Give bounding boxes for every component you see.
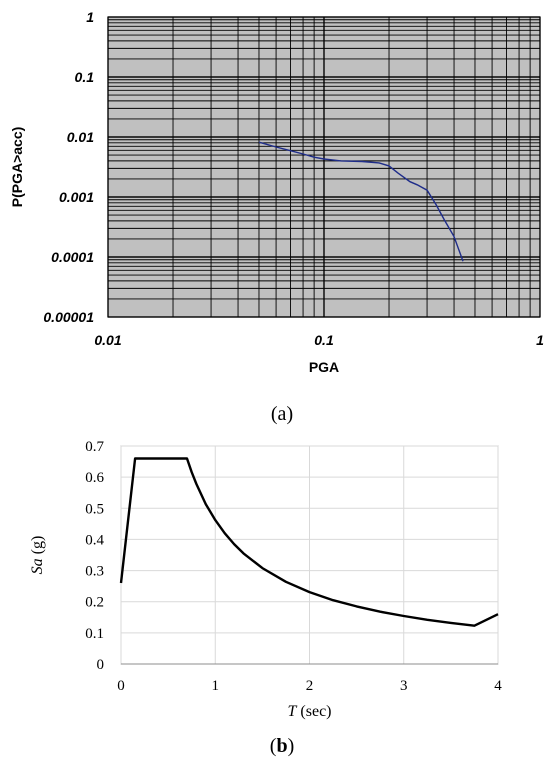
y-tick-label-a: 0.1 (75, 69, 95, 85)
y-tick-label-a: 0.0001 (51, 249, 94, 265)
y-axis-label-symbol-b: Sa (29, 558, 46, 574)
y-tick-label-b: 0.6 (85, 470, 104, 486)
y-axis-label-a: P(PGA>acc) (9, 127, 25, 208)
chart-panel-b: 0 1 2 3 4 0 0.1 0.2 0.3 0.4 0.5 0.6 0.7 T (sec) Sa (g) (29, 439, 502, 720)
x-tick-label-b: 2 (306, 678, 314, 694)
y-tick-label-b: 0.5 (85, 501, 104, 517)
y-tick-label-a: 0.00001 (43, 309, 94, 325)
x-tick-label-a: 0.1 (314, 332, 334, 348)
y-axis-label-b: Sa (g) (29, 536, 46, 575)
y-tick-label-a: 1 (86, 9, 94, 25)
caption-a: (a) (271, 403, 293, 425)
y-axis-label-unit-b: (g) (29, 536, 46, 559)
x-tick-label-b: 0 (117, 678, 125, 694)
x-axis-label-symbol-b: T (288, 703, 298, 720)
x-tick-label-a: 1 (536, 332, 544, 348)
x-tick-label-b: 4 (494, 678, 502, 694)
x-tick-label-b: 3 (400, 678, 408, 694)
chart-panel-a: 0.01 0.1 1 0.00001 0.0001 0.001 0.01 0.1 1 PGA P(P… (9, 9, 544, 375)
y-tick-label-b: 0.4 (85, 532, 104, 548)
x-tick-label-b: 1 (212, 678, 220, 694)
x-axis-label-b: T (sec) (288, 703, 332, 720)
x-tick-label-a: 0.01 (94, 332, 121, 348)
x-axis-label-a: PGA (309, 359, 339, 375)
y-tick-label-b: 0.7 (85, 439, 104, 455)
y-tick-label-b: 0 (97, 657, 105, 673)
y-tick-label-a: 0.001 (59, 189, 94, 205)
series-line-b (119, 457, 499, 627)
x-axis-label-unit-b: (sec) (296, 703, 331, 720)
y-tick-label-b: 0.2 (85, 595, 104, 611)
caption-b-letter: b (276, 735, 287, 757)
y-tick-label-b: 0.3 (85, 564, 104, 580)
y-tick-label-a: 0.01 (67, 129, 94, 145)
series-line-a (258, 141, 464, 262)
y-tick-label-b: 0.1 (85, 626, 104, 642)
caption-a-letter: a (278, 403, 287, 425)
caption-b: (b) (270, 735, 294, 757)
